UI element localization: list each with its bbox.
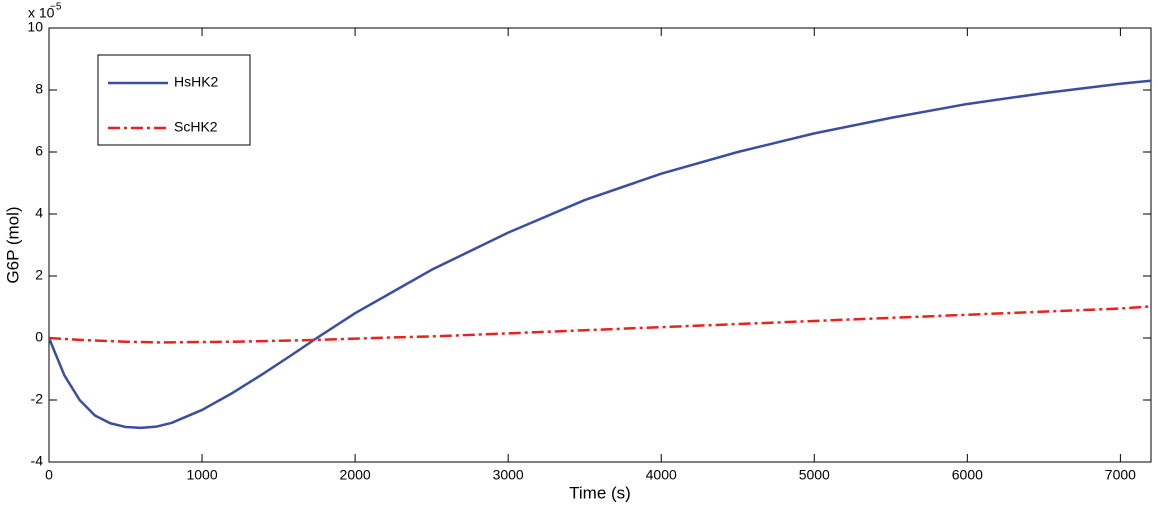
y-tick-label: 6 <box>35 143 43 159</box>
data-line <box>48 305 1152 344</box>
x-tick-label: 7000 <box>1105 467 1136 483</box>
x-tick-label: 2000 <box>340 467 371 483</box>
x-axis-label: Time (s) <box>569 483 631 502</box>
x-tick-label: 1000 <box>186 467 217 483</box>
y-tick-label: -2 <box>31 391 44 407</box>
x-tick-label: 6000 <box>952 467 983 483</box>
y-axis-label: G6P (mol) <box>3 206 22 283</box>
y-tick-label: 2 <box>35 267 43 283</box>
y-tick-label: 10 <box>27 19 43 35</box>
y-tick-label: -4 <box>31 453 44 469</box>
y-exponent: −5 <box>50 2 62 13</box>
legend-label: HsHK2 <box>174 74 219 90</box>
y-tick-label: 0 <box>35 329 43 345</box>
x-tick-label: 4000 <box>646 467 677 483</box>
y-tick-label: 4 <box>35 205 43 221</box>
plot-frame <box>48 27 1152 463</box>
x-tick-label: 0 <box>45 467 53 483</box>
data-line <box>47 79 1152 430</box>
y-multiplier: x 10 <box>28 5 55 21</box>
x-tick-label: 5000 <box>799 467 830 483</box>
legend-label: ScHK2 <box>174 119 218 135</box>
x-tick-label: 3000 <box>493 467 524 483</box>
legend-box <box>97 54 251 146</box>
y-tick-label: 8 <box>35 81 43 97</box>
